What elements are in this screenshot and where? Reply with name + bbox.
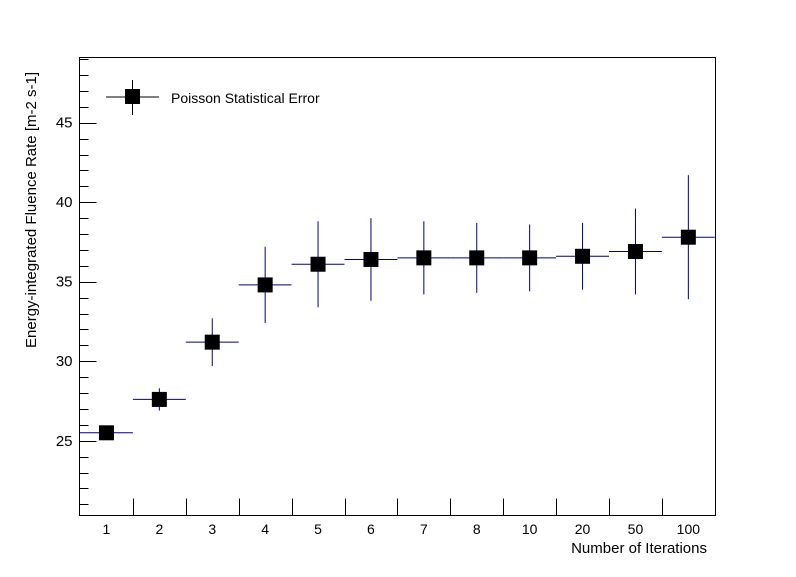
- y-axis: 25 30 35 40 45: [56, 59, 97, 505]
- legend-label: Poisson Statistical Error: [171, 90, 320, 106]
- data-point: [310, 256, 326, 272]
- data-point: [522, 250, 538, 266]
- x-tick-label: 6: [367, 521, 375, 537]
- x-tick-label: 3: [208, 521, 216, 537]
- x-tick-label: 8: [473, 521, 481, 537]
- y-tick-label: 40: [56, 194, 73, 211]
- x-tick-label: 7: [420, 521, 428, 537]
- plot-frame: [79, 57, 716, 516]
- data-point: [575, 248, 591, 264]
- x-tick-label: 4: [261, 521, 269, 537]
- data-point: [416, 250, 432, 266]
- data-point: [363, 251, 379, 267]
- y-tick-label: 45: [56, 115, 73, 132]
- x-tick-label: 1: [103, 521, 111, 537]
- legend-marker: [125, 89, 140, 104]
- x-axis: 1 2 3 4 5 6 7 8 10 20 50 100: [103, 498, 701, 537]
- data-point: [469, 250, 485, 266]
- x-tick-label: 2: [155, 521, 163, 537]
- y-tick-label: 25: [56, 433, 73, 450]
- x-tick-label: 50: [628, 521, 644, 537]
- x-tick-label: 5: [314, 521, 322, 537]
- data-series: [80, 175, 715, 441]
- data-point: [257, 277, 273, 293]
- x-tick-label: 10: [522, 521, 538, 537]
- y-axis-label: Energy-integrated Fluence Rate [m-2 s-1]: [23, 72, 40, 348]
- x-axis-label: Number of Iterations: [571, 540, 707, 557]
- data-point: [680, 229, 696, 245]
- data-point: [204, 334, 220, 350]
- x-tick-label: 100: [677, 521, 701, 537]
- data-point: [151, 391, 167, 407]
- y-tick-label: 35: [56, 274, 73, 291]
- data-point: [627, 244, 643, 260]
- x-tick-label: 20: [575, 521, 591, 537]
- data-point: [98, 425, 114, 441]
- y-tick-label: 30: [56, 353, 73, 370]
- legend: Poisson Statistical Error: [106, 80, 320, 115]
